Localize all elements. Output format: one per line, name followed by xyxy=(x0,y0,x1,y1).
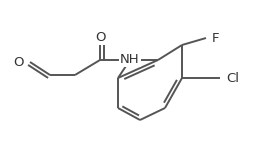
Text: O: O xyxy=(95,31,105,44)
Text: NH: NH xyxy=(120,53,140,66)
Text: O: O xyxy=(14,56,24,69)
Text: F: F xyxy=(212,32,219,45)
Text: Cl: Cl xyxy=(226,72,239,84)
